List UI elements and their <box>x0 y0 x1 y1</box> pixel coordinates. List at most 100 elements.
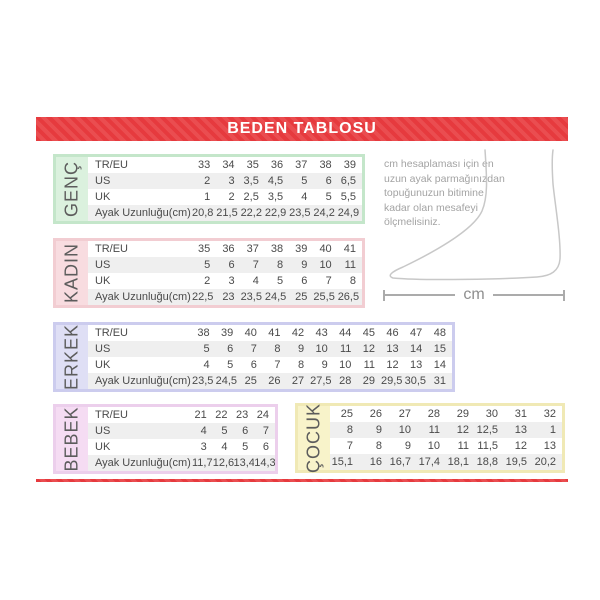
row-header: UK <box>95 275 111 287</box>
size-cell: 31 <box>514 408 527 420</box>
table-row: UK 2 3 4 5 6 7 8 <box>88 273 362 289</box>
size-cell: 11 <box>339 343 352 355</box>
size-cell: 39 <box>295 243 308 255</box>
size-cell: 17,4 <box>418 456 440 468</box>
row-header: TR/EU <box>95 409 128 421</box>
size-cell: 8 <box>346 424 353 436</box>
table-row: 25 26 27 28 29 30 31 32 <box>330 406 562 422</box>
size-cell: 25 <box>295 291 308 303</box>
row-header: Ayak Uzunluğu(cm) <box>95 375 191 387</box>
size-cell: 2,5 <box>243 191 259 203</box>
size-cell: 21,5 <box>216 207 238 219</box>
size-cell: 6 <box>227 343 234 355</box>
size-cell: 9 <box>321 359 328 371</box>
cm-measure-line: cm <box>383 286 566 303</box>
size-cell: 3 <box>200 441 207 453</box>
size-cell: 44 <box>339 327 352 339</box>
size-cell: 5 <box>227 359 234 371</box>
table-row: TR/EU 21 22 23 24 <box>88 407 275 423</box>
size-cell: 12 <box>386 359 399 371</box>
size-cell: 25 <box>340 408 353 420</box>
size-cell: 24,2 <box>313 207 335 219</box>
size-cell: 41 <box>343 243 356 255</box>
size-cell: 23 <box>236 409 249 421</box>
category-label: ÇOCUK <box>298 403 330 473</box>
size-cell: 6 <box>262 441 269 453</box>
category-label: ERKEK <box>56 324 88 390</box>
size-cell: 16 <box>369 456 382 468</box>
table-row: Ayak Uzunluğu(cm) 11,7 12,6 13,4 14,3 <box>88 455 275 471</box>
size-cell: 4 <box>203 359 210 371</box>
bottom-red-rule <box>36 479 568 482</box>
size-cell: 25 <box>244 375 257 387</box>
row-header: US <box>95 175 111 187</box>
size-cell: 40 <box>319 243 332 255</box>
size-cell: 9 <box>298 343 305 355</box>
size-grid: TR/EU 38 39 40 41 42 43 44 45 46 47 48 US 5 6 7 8 9 10 11 12… <box>88 325 452 389</box>
size-cell: 7 <box>252 259 259 271</box>
size-cell: 6 <box>250 359 257 371</box>
size-cell: 15,1 <box>331 456 353 468</box>
foot-outline-icon <box>389 149 561 281</box>
size-cell: 5 <box>277 275 284 287</box>
row-header: US <box>95 425 111 437</box>
size-cell: 38 <box>270 243 284 255</box>
size-cell: 42 <box>291 327 305 339</box>
size-cell: 10 <box>398 424 411 436</box>
size-cell: 22 <box>215 409 228 421</box>
size-cell: 9 <box>301 259 308 271</box>
cm-unit-label: cm <box>463 286 485 303</box>
size-cell: 5 <box>242 441 249 453</box>
size-cell: 48 <box>433 327 446 339</box>
table-row: UK 4 5 6 7 8 9 10 11 12 13 14 <box>88 357 452 373</box>
size-cell: 10 <box>319 259 332 271</box>
table-row: 15,1 16 16,7 17,4 18,1 18,8 19,5 20,2 <box>330 454 562 470</box>
size-cell: 22,2 <box>240 207 262 219</box>
size-cell: 10 <box>427 440 440 452</box>
size-cell: 34 <box>222 159 235 171</box>
size-cell: 4 <box>301 191 308 203</box>
size-grid: TR/EU 33 34 35 36 37 38 39 US 2 3 3,5 4,5 5 6 6,5 UK 1 2 2,… <box>88 157 362 221</box>
size-cell: 2 <box>228 191 235 203</box>
size-cell: 23,5 <box>240 291 262 303</box>
size-table-erkek: ERKEK TR/EU 38 39 40 41 42 43 44 45 46 47 48 US 5 6 7 8 9 1… <box>53 322 455 392</box>
measure-tick-right-icon <box>563 289 566 301</box>
size-cell: 26,5 <box>337 291 360 303</box>
size-cell: 24,5 <box>264 291 287 303</box>
size-cell: 30,5 <box>404 375 427 387</box>
size-cell: 5 <box>203 343 210 355</box>
table-row: US 5 6 7 8 9 10 11 12 13 14 15 <box>88 341 452 357</box>
category-label: BEBEK <box>56 406 88 472</box>
size-cell: 5 <box>301 175 308 187</box>
size-cell: 36 <box>222 243 235 255</box>
size-cell: 27 <box>291 375 305 387</box>
row-header: UK <box>95 359 111 371</box>
size-cell: 31 <box>433 375 446 387</box>
size-cell: 19,5 <box>505 456 527 468</box>
measure-tick-left-icon <box>383 289 385 301</box>
row-header: Ayak Uzunluğu(cm) <box>95 291 191 303</box>
size-cell: 26 <box>369 408 382 420</box>
table-row: 7 8 9 10 11 11,5 12 13 <box>330 438 562 454</box>
size-cell: 14 <box>410 343 423 355</box>
size-cell: 11 <box>428 424 440 436</box>
measure-line-left <box>385 294 456 296</box>
table-row: TR/EU 38 39 40 41 42 43 44 45 46 47 48 <box>88 325 452 341</box>
size-cell: 8 <box>274 343 281 355</box>
row-header: TR/EU <box>95 159 128 171</box>
size-cell: 12 <box>456 424 469 436</box>
size-cell: 9 <box>404 440 411 452</box>
size-cell: 43 <box>315 327 328 339</box>
size-cell: 11,5 <box>477 440 498 452</box>
measure-instructions: cm hesaplaması için en uzun ayak parmağı… <box>384 158 505 228</box>
row-header: TR/EU <box>95 327 128 339</box>
size-cell: 3,5 <box>243 175 259 187</box>
size-cell: 47 <box>410 327 423 339</box>
size-cell: 38 <box>197 327 210 339</box>
size-cell: 3 <box>228 275 235 287</box>
table-row: US 2 3 3,5 4,5 5 6 6,5 <box>88 173 362 189</box>
size-cell: 39 <box>221 327 234 339</box>
size-cell: 7 <box>262 425 269 437</box>
row-header: TR/EU <box>95 243 128 255</box>
size-grid: TR/EU 35 36 37 38 39 40 41 US 5 6 7 8 9 10 11 UK 2 3 4 5 6 7 8 A… <box>88 241 362 305</box>
